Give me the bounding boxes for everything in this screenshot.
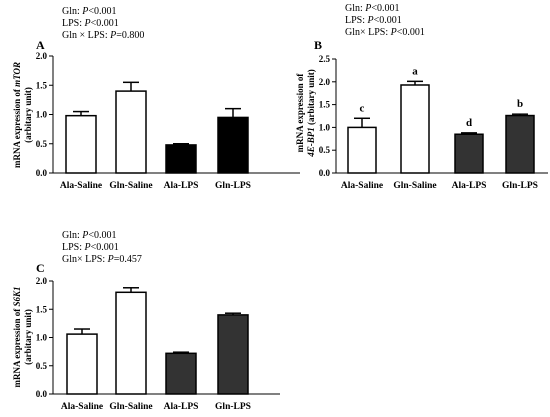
y-tick-label: 0.5 (319, 145, 331, 155)
y-tick-label: 0.0 (319, 168, 331, 178)
x-tick-label: Gln-LPS (502, 181, 538, 191)
y-tick-label: 0.0 (36, 168, 48, 178)
y-tick-label: 0.5 (36, 361, 48, 371)
panel-a-stat-interaction: Gln × LPS: P=0.800 (62, 30, 144, 41)
x-tick-label: Gln-LPS (215, 402, 251, 412)
y-tick-label: 1.0 (36, 110, 48, 120)
x-tick-label: Ala-Saline (61, 402, 103, 412)
bar (454, 133, 484, 174)
bar (217, 116, 249, 174)
panel-c-label: C (36, 261, 45, 275)
y-tick-label: 2.0 (319, 77, 331, 87)
panel-a-stat-lps: LPS: P<0.001 (62, 18, 119, 29)
y-tick-label: 0.5 (36, 139, 48, 149)
bar (115, 90, 147, 174)
svg-text:mRNA expression of S6K1: mRNA expression of S6K1 (12, 286, 22, 387)
svg-text:(arbitary unit): (arbitary unit) (23, 87, 33, 143)
panel-b-stat-lps: LPS: P<0.001 (345, 15, 402, 26)
panel-a-label: A (36, 38, 45, 52)
panel-b-stats: Gln: P<0.001 LPS: P<0.001 Gln× LPS: P<0.… (345, 3, 425, 38)
x-tick-label: Gln-Saline (393, 181, 436, 191)
y-tick-label: 2.0 (36, 51, 48, 61)
panel-b-plot: 0.0 0.5 1.0 1.5 2.0 2.5 c Ala-Saline a Gln-Saline… (319, 54, 548, 191)
x-tick-label: Ala-Saline (341, 181, 383, 191)
panel-b-stat-interaction: Gln× LPS: P<0.001 (345, 27, 425, 38)
x-tick-label: Ala-Saline (60, 181, 102, 191)
y-tick-label: 2.5 (319, 54, 331, 64)
y-tick-label: 1.5 (319, 100, 331, 110)
y-tick-label: 1.0 (319, 122, 331, 132)
panel-c-plot: 0.0 0.5 1.0 1.5 2.0 Ala-Saline Gln-Saline Ala-L… (36, 276, 280, 412)
svg-text:mRNA expression of: mRNA expression of (295, 73, 305, 153)
panel-a: Gln: P<0.001 LPS: P<0.001 Gln × LPS: P=0… (12, 6, 300, 191)
x-tick-label: Gln-LPS (215, 181, 251, 191)
panel-b-stat-gln: Gln: P<0.001 (345, 3, 400, 14)
y-tick-label: 1.5 (36, 304, 48, 314)
bar (165, 144, 197, 174)
svg-text:(arbitary unit): (arbitary unit) (23, 309, 33, 365)
bar (66, 333, 98, 395)
y-tick-label: 0.0 (36, 389, 48, 399)
panel-c: Gln: P<0.001 LPS: P<0.001 Gln× LPS: P=0.… (12, 230, 280, 412)
panel-c-stat-interaction: Gln× LPS: P=0.457 (62, 254, 142, 265)
x-tick-label: Ala-LPS (164, 181, 199, 191)
panel-a-stats: Gln: P<0.001 LPS: P<0.001 Gln × LPS: P=0… (62, 6, 144, 41)
panel-b-ylabel: mRNA expression of 4E-BP1 (arbitary unit… (295, 69, 316, 158)
bar (115, 291, 147, 395)
panel-c-stat-gln: Gln: P<0.001 (62, 230, 117, 241)
bar (217, 314, 249, 395)
panel-a-stat-gln: Gln: P<0.001 (62, 6, 117, 17)
y-tick-label: 1.5 (36, 80, 48, 90)
x-tick-label: Gln-Saline (109, 181, 152, 191)
y-tick-label: 2.0 (36, 276, 48, 286)
significance-letter: c (360, 102, 365, 114)
significance-letter: a (412, 65, 418, 77)
panel-b-label: B (314, 38, 322, 52)
x-tick-label: Gln-Saline (109, 402, 152, 412)
panel-c-stats: Gln: P<0.001 LPS: P<0.001 Gln× LPS: P=0.… (62, 230, 142, 265)
panel-b: Gln: P<0.001 LPS: P<0.001 Gln× LPS: P<0.… (295, 3, 548, 191)
panel-c-stat-lps: LPS: P<0.001 (62, 242, 119, 253)
significance-letter: d (466, 117, 472, 129)
x-tick-label: Ala-LPS (164, 402, 199, 412)
svg-text:4E-BP1 (arbitary unit): 4E-BP1 (arbitary unit) (306, 69, 316, 158)
bar (65, 114, 97, 174)
bar (347, 126, 377, 174)
svg-text:mRNA expression of mTOR: mRNA expression of mTOR (12, 62, 22, 168)
y-tick-label: 1.0 (36, 333, 48, 343)
bar (165, 352, 197, 395)
panel-a-ylabel: mRNA expression of mTOR (arbitary unit) (12, 62, 33, 168)
x-tick-label: Ala-LPS (452, 181, 487, 191)
bar (505, 114, 535, 174)
significance-letter: b (517, 98, 523, 110)
panel-a-plot: 0.0 0.5 1.0 1.5 2.0 Ala-Saline Gln-Saline Ala-L… (36, 51, 300, 191)
panel-c-ylabel: mRNA expression of S6K1 (arbitary unit) (12, 286, 33, 387)
bar (400, 84, 430, 174)
